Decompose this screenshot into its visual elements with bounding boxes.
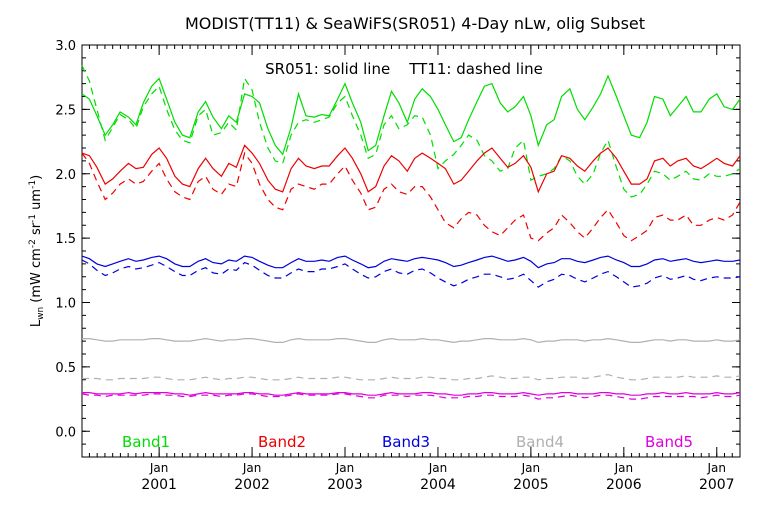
x-tick-year: 2007	[699, 477, 735, 493]
x-tick-month: Jan	[614, 461, 634, 475]
x-tick-month: Jan	[242, 461, 262, 475]
series-line-band4	[82, 337, 741, 344]
series-line-band5	[82, 391, 741, 396]
legend-band3: Band3	[382, 433, 430, 451]
series-line-band2-tt11	[81, 151, 741, 242]
legend-band2: Band2	[258, 433, 306, 451]
x-axis: Jan 2001 Jan 2002 Jan 2003 Jan 2004 Jan 2005 Jan 20…	[88, 45, 741, 493]
series-line-band2	[81, 144, 741, 194]
x-tick-month: Jan	[428, 461, 448, 475]
y-tick-label: 2.5	[55, 103, 76, 118]
y-tick-label: 2.0	[55, 168, 76, 183]
legend-band5: Band5	[645, 433, 693, 451]
x-tick-month: Jan	[707, 461, 727, 475]
y-tick-label: 3.0	[55, 39, 76, 54]
chart-title: MODIST(TT11) & SeaWiFS(SR051) 4-Day nLw,…	[185, 14, 645, 33]
legend: Band1 Band2 Band3 Band4 Band5	[122, 433, 693, 451]
y-tick-label: 0.0	[55, 425, 76, 440]
series-line-band3	[81, 255, 741, 269]
series-lines	[81, 65, 741, 400]
series-line-band1	[81, 74, 741, 156]
y-tick-label: 1.0	[55, 297, 76, 312]
legend-band4: Band4	[516, 433, 564, 451]
x-tick-year: 2006	[606, 477, 642, 493]
series-line-band3-tt11	[81, 259, 741, 288]
series-line-band4-tt11	[82, 373, 741, 381]
series-line-band5-tt11	[81, 393, 741, 400]
y-axis: 3.0 2.5 2.0 1.5 1.0 0.5 0.0	[55, 39, 740, 445]
x-tick-month: Jan	[521, 461, 541, 475]
y-axis-label: Lwn (mW cm-2 sr-1 um-1)	[28, 175, 46, 327]
x-tick-year: 2001	[141, 477, 177, 493]
y-tick-label: 1.5	[55, 232, 76, 247]
y-tick-label: 0.5	[55, 361, 76, 376]
x-tick-year: 2003	[327, 477, 363, 493]
x-tick-month: Jan	[335, 461, 355, 475]
x-tick-year: 2002	[234, 477, 270, 493]
line-style-annotation: SR051: solid line TT11: dashed line	[265, 60, 543, 78]
legend-band1: Band1	[122, 433, 170, 451]
x-tick-year: 2005	[513, 477, 549, 493]
x-tick-year: 2004	[420, 477, 456, 493]
x-tick-month: Jan	[149, 461, 169, 475]
